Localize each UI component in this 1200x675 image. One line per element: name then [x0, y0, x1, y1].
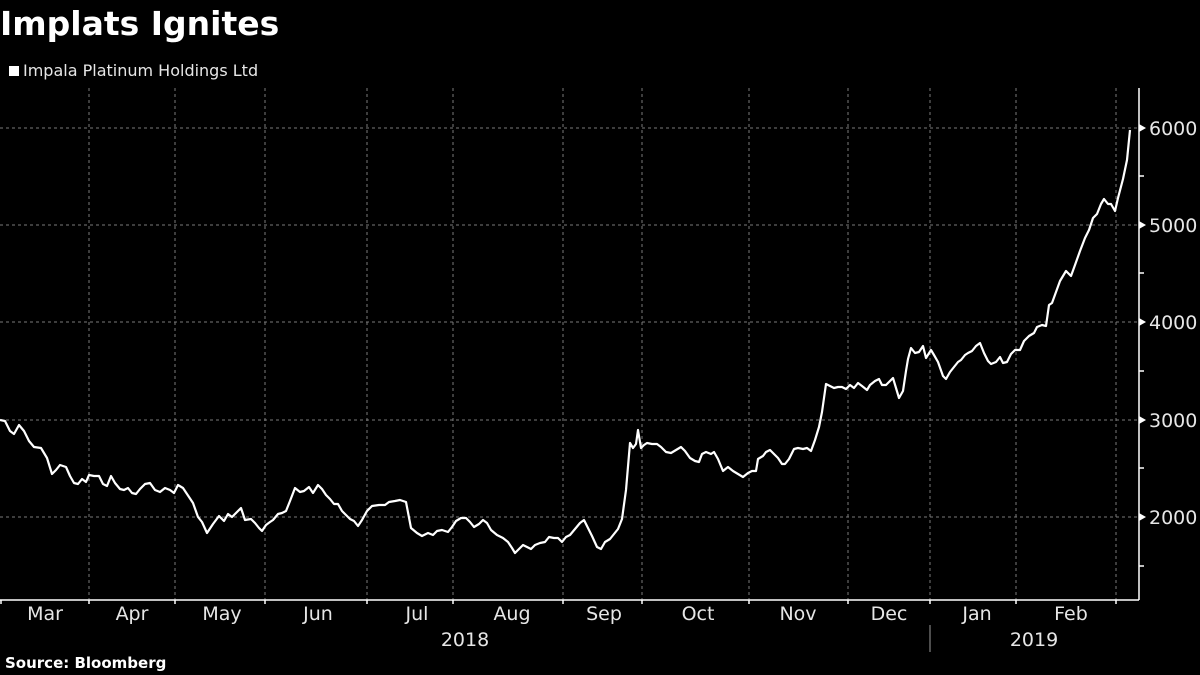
axes [0, 88, 1144, 604]
source-note: Source: Bloomberg [5, 654, 167, 672]
x-tick-dec: Dec [871, 603, 908, 625]
x-tick-oct: Oct [682, 603, 715, 625]
x-year-2019: 2019 [1010, 629, 1058, 651]
y-tick-3000: 3000 [1149, 410, 1197, 432]
y-tick-6000: 6000 [1149, 118, 1197, 140]
legend-label: Impala Platinum Holdings Ltd [23, 61, 259, 80]
x-tick-mar: Mar [27, 603, 63, 625]
x-tick-may: May [202, 603, 241, 625]
y-tick-markers [1139, 124, 1146, 521]
y-tick-2000: 2000 [1149, 507, 1197, 529]
gridlines [0, 88, 1138, 600]
x-tick-jun: Jun [302, 603, 333, 625]
x-tick-apr: Apr [116, 603, 149, 625]
x-tick-feb: Feb [1054, 603, 1088, 625]
legend-swatch-icon [9, 65, 19, 76]
y-tick-5000: 5000 [1149, 215, 1197, 237]
price-line [0, 129, 1132, 555]
y-axis-labels: 6000 5000 4000 3000 2000 [1149, 118, 1197, 529]
x-tick-aug: Aug [493, 603, 530, 625]
x-tick-nov: Nov [779, 603, 816, 625]
x-tick-jan: Jan [961, 603, 991, 625]
y-tick-4000: 4000 [1149, 312, 1197, 334]
x-tick-sep: Sep [586, 603, 622, 625]
x-tick-jul: Jul [405, 603, 429, 625]
x-year-2018: 2018 [441, 629, 489, 651]
legend: Impala Platinum Holdings Ltd [9, 61, 258, 80]
chart-title: Implats Ignites [0, 4, 280, 43]
x-axis-labels: Mar Apr May Jun Jul Aug Sep Oct Nov Dec … [27, 603, 1088, 651]
